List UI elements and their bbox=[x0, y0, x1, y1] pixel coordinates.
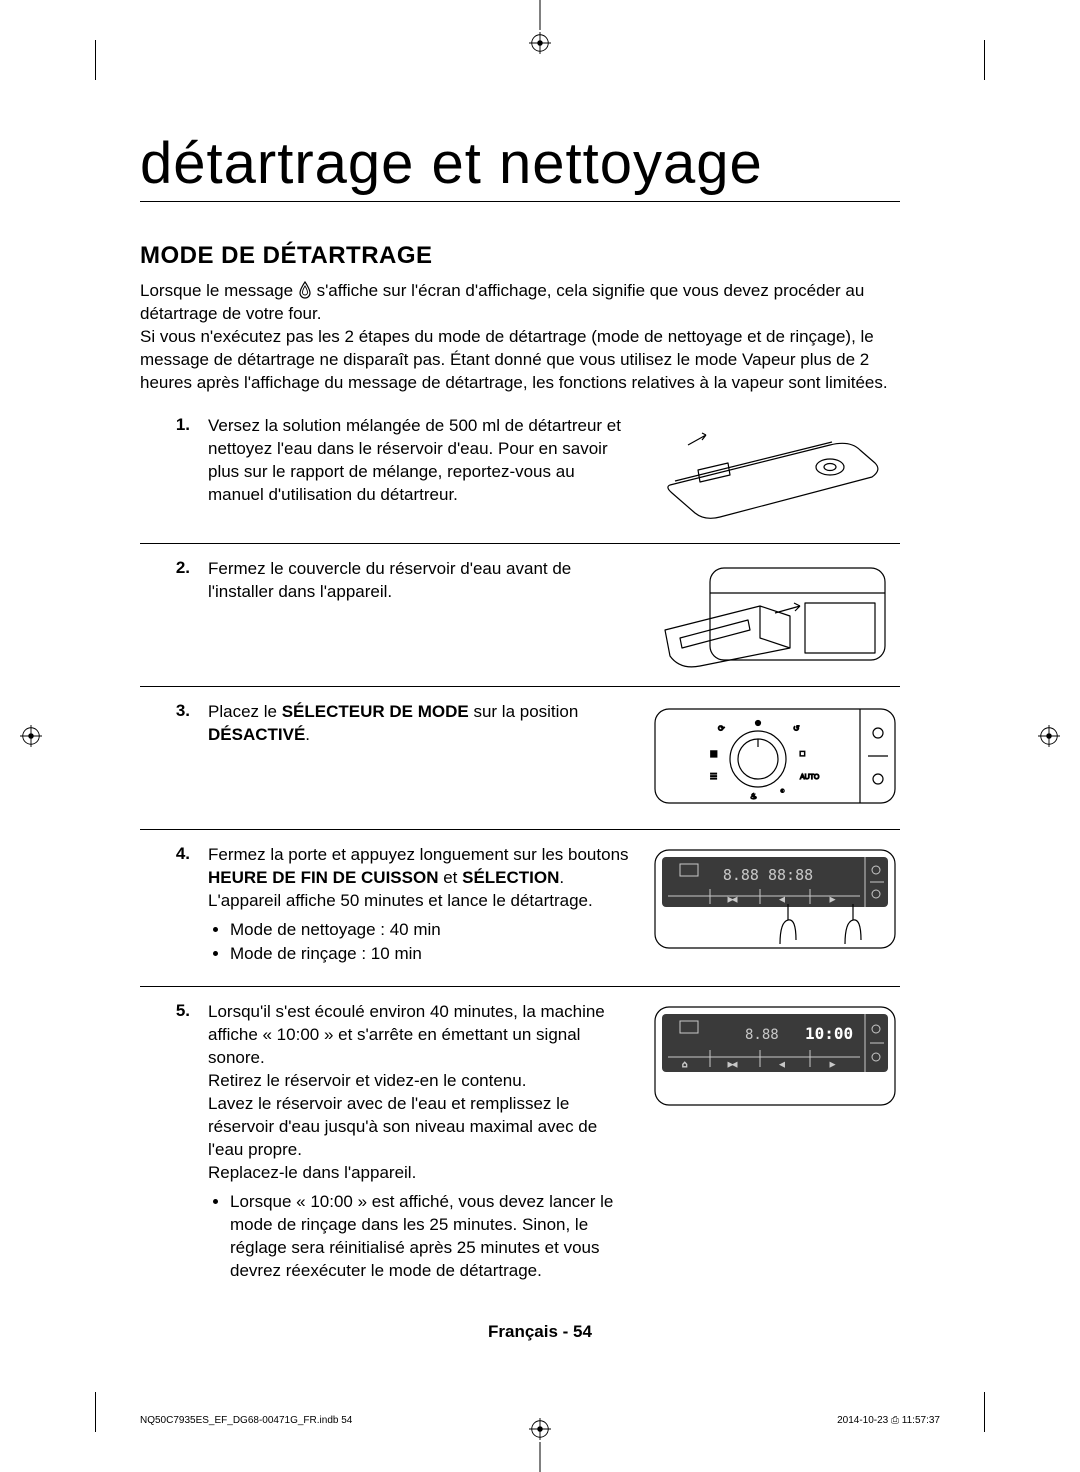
page-footer: Français - 54 bbox=[0, 1322, 1080, 1342]
intro-text: Si vous n'exécutez pas les 2 étapes du m… bbox=[140, 327, 888, 392]
step-figure-display-press-icon: 8.88 88:88 ▸◂ ◂ ▸ bbox=[650, 844, 900, 969]
step-text: Lorsqu'il s'est écoulé environ 40 minute… bbox=[208, 1001, 638, 1284]
step-item: 5. Lorsqu'il s'est écoulé environ 40 min… bbox=[140, 986, 900, 1302]
svg-text:▥: ▥ bbox=[710, 749, 718, 758]
descale-droplet-icon bbox=[298, 281, 312, 299]
step-bullets: Lorsque « 10:00 » est affiché, vous deve… bbox=[208, 1191, 630, 1283]
svg-text:▸: ▸ bbox=[830, 1059, 835, 1069]
step-number: 3. bbox=[140, 701, 196, 811]
registration-mark-icon bbox=[1038, 725, 1060, 747]
crop-mark bbox=[95, 1392, 96, 1432]
content-area: détartrage et nettoyage MODE DE DÉTARTRA… bbox=[140, 130, 900, 1303]
step-number: 1. bbox=[140, 415, 196, 525]
svg-text:◐: ◐ bbox=[780, 786, 785, 795]
step-bullets: Mode de nettoyage : 40 min Mode de rinça… bbox=[208, 919, 630, 967]
step-item: 2. Fermez le couvercle du réservoir d'ea… bbox=[140, 543, 900, 686]
steps-list: 1. Versez la solution mélangée de 500 ml… bbox=[140, 415, 900, 1303]
svg-text:▸◂: ▸◂ bbox=[728, 894, 738, 904]
display-text: 8.88 88:88 bbox=[723, 866, 813, 884]
bullet-item: Mode de nettoyage : 40 min bbox=[230, 919, 630, 942]
print-timestamp: 2014-10-23 ⎙ 11:57:37 bbox=[837, 1415, 940, 1426]
page-title: détartrage et nettoyage bbox=[140, 130, 900, 202]
step-number: 4. bbox=[140, 844, 196, 969]
step-item: 3. Placez le SÉLECTEUR DE MODE sur la po… bbox=[140, 686, 900, 829]
svg-text:□: □ bbox=[800, 749, 805, 758]
svg-text:♨: ♨ bbox=[750, 792, 757, 801]
svg-text:◂: ◂ bbox=[780, 1059, 785, 1069]
step-figure-display-1000-icon: 8.88 10:00 ⌂ ▸◂ ◂ ▸ bbox=[650, 1001, 900, 1284]
intro-paragraph: Lorsque le message s'affiche sur l'écran… bbox=[140, 280, 900, 395]
crop-mark bbox=[984, 1392, 985, 1432]
step-text: Fermez le couvercle du réservoir d'eau a… bbox=[208, 558, 638, 668]
svg-text:☰: ☰ bbox=[710, 772, 717, 781]
section-heading: MODE DE DÉTARTRAGE bbox=[140, 242, 900, 270]
step-text-body: Fermez la porte et appuyez longuement su… bbox=[208, 845, 629, 910]
crop-mark bbox=[540, 0, 541, 30]
svg-text:↺: ↺ bbox=[793, 724, 800, 733]
crop-mark bbox=[984, 40, 985, 80]
crop-mark bbox=[95, 40, 96, 80]
svg-text:⟳: ⟳ bbox=[718, 724, 725, 733]
step-text: Versez la solution mélangée de 500 ml de… bbox=[208, 415, 638, 525]
document-page: détartrage et nettoyage MODE DE DÉTARTRA… bbox=[0, 0, 1080, 1472]
crop-mark bbox=[540, 1442, 541, 1472]
step-text: Placez le SÉLECTEUR DE MODE sur la posit… bbox=[208, 701, 638, 811]
registration-mark-icon bbox=[20, 725, 42, 747]
step-number: 5. bbox=[140, 1001, 196, 1284]
bullet-item: Mode de rinçage : 10 min bbox=[230, 943, 630, 966]
svg-text:▸: ▸ bbox=[830, 894, 835, 904]
svg-text:8.88: 8.88 bbox=[745, 1027, 779, 1043]
svg-text:10:00: 10:00 bbox=[805, 1024, 853, 1043]
step-text-body: Lorsqu'il s'est écoulé environ 40 minute… bbox=[208, 1002, 605, 1182]
svg-text:◂: ◂ bbox=[780, 894, 785, 904]
step-figure-reservoir-insert-icon bbox=[650, 558, 900, 668]
step-figure-reservoir-top-icon bbox=[650, 415, 900, 525]
print-metadata: NQ50C7935ES_EF_DG68-00471G_FR.indb 54 20… bbox=[140, 1415, 940, 1426]
print-file-info: NQ50C7935ES_EF_DG68-00471G_FR.indb 54 bbox=[140, 1415, 352, 1426]
step-number: 2. bbox=[140, 558, 196, 668]
step-item: 1. Versez la solution mélangée de 500 ml… bbox=[140, 415, 900, 543]
intro-text: Lorsque le message bbox=[140, 281, 298, 300]
svg-text:AUTO: AUTO bbox=[800, 774, 820, 781]
step-item: 4. Fermez la porte et appuyez longuement… bbox=[140, 829, 900, 987]
svg-text:▸◂: ▸◂ bbox=[728, 1059, 738, 1069]
bullet-item: Lorsque « 10:00 » est affiché, vous deve… bbox=[230, 1191, 630, 1283]
registration-mark-icon bbox=[529, 32, 551, 54]
svg-text:⌂: ⌂ bbox=[682, 1059, 687, 1069]
step-figure-mode-dial-icon: ⟳ ↺ ▥ □ ☰ AUTO ♨ ◐ bbox=[650, 701, 900, 811]
step-text: Fermez la porte et appuyez longuement su… bbox=[208, 844, 638, 969]
